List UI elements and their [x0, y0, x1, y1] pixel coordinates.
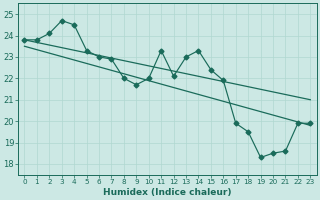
X-axis label: Humidex (Indice chaleur): Humidex (Indice chaleur): [103, 188, 232, 197]
